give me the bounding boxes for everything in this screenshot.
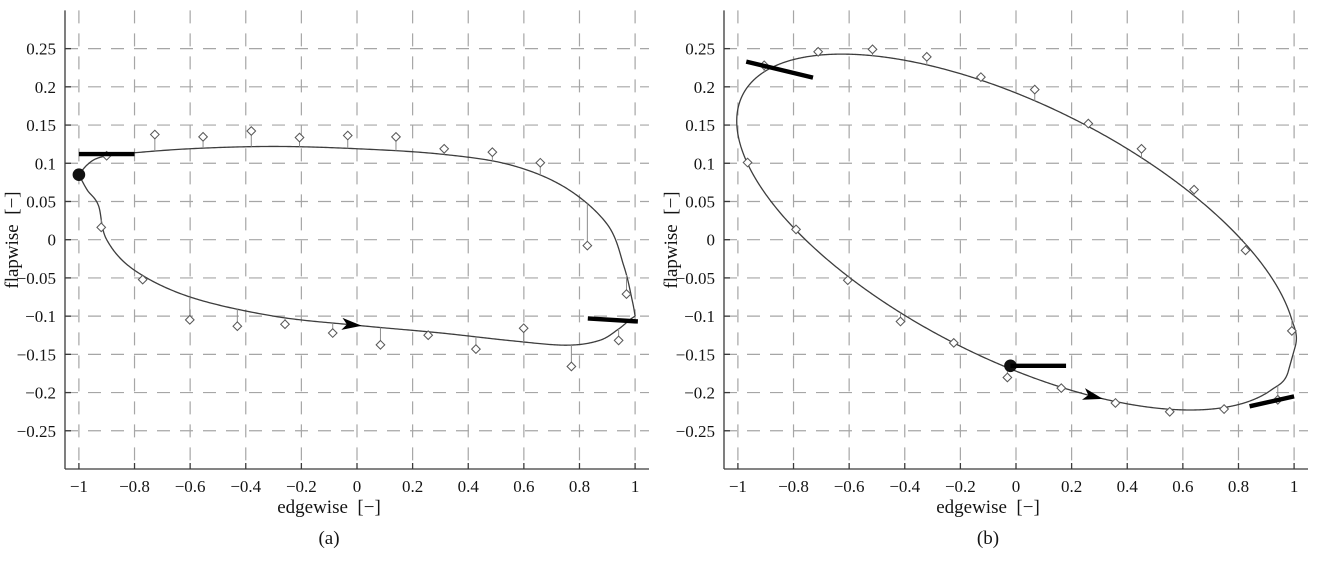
svg-text:0.6: 0.6 — [513, 477, 534, 496]
svg-text:0: 0 — [353, 477, 362, 496]
svg-text:0.25: 0.25 — [26, 40, 56, 59]
svg-text:1: 1 — [631, 477, 640, 496]
svg-text:0.2: 0.2 — [694, 78, 715, 97]
svg-text:−0.8: −0.8 — [778, 477, 809, 496]
svg-text:−0.8: −0.8 — [119, 477, 150, 496]
svg-text:0.2: 0.2 — [35, 78, 56, 97]
svg-text:−0.4: −0.4 — [230, 477, 261, 496]
svg-text:−0.2: −0.2 — [945, 477, 976, 496]
svg-text:−0.6: −0.6 — [175, 477, 206, 496]
svg-text:0.1: 0.1 — [694, 154, 715, 173]
svg-text:−1: −1 — [70, 477, 88, 496]
svg-text:0.2: 0.2 — [1061, 477, 1082, 496]
svg-text:−0.15: −0.15 — [676, 345, 715, 364]
svg-text:1: 1 — [1290, 477, 1299, 496]
svg-text:−0.6: −0.6 — [834, 477, 865, 496]
svg-text:−0.25: −0.25 — [676, 422, 715, 441]
svg-text:0.25: 0.25 — [685, 40, 715, 59]
svg-text:−0.1: −0.1 — [684, 307, 715, 326]
svg-text:0.05: 0.05 — [26, 192, 56, 211]
svg-text:−0.25: −0.25 — [17, 422, 56, 441]
svg-text:0.15: 0.15 — [26, 116, 56, 135]
svg-text:0.15: 0.15 — [685, 116, 715, 135]
svg-text:0.6: 0.6 — [1172, 477, 1193, 496]
svg-text:0: 0 — [1012, 477, 1021, 496]
svg-text:−0.2: −0.2 — [25, 384, 56, 403]
svg-text:−0.2: −0.2 — [286, 477, 317, 496]
svg-text:0.8: 0.8 — [569, 477, 590, 496]
svg-text:0.1: 0.1 — [35, 154, 56, 173]
svg-text:0.4: 0.4 — [458, 477, 480, 496]
svg-text:−0.4: −0.4 — [889, 477, 920, 496]
svg-text:0.8: 0.8 — [1228, 477, 1249, 496]
svg-text:0.05: 0.05 — [685, 192, 715, 211]
svg-text:−0.15: −0.15 — [17, 345, 56, 364]
svg-text:0: 0 — [48, 231, 57, 250]
svg-text:0.2: 0.2 — [402, 477, 423, 496]
svg-text:−1: −1 — [729, 477, 747, 496]
svg-text:−0.1: −0.1 — [25, 307, 56, 326]
svg-text:−0.2: −0.2 — [684, 384, 715, 403]
svg-text:0: 0 — [707, 231, 716, 250]
svg-text:0.4: 0.4 — [1117, 477, 1139, 496]
